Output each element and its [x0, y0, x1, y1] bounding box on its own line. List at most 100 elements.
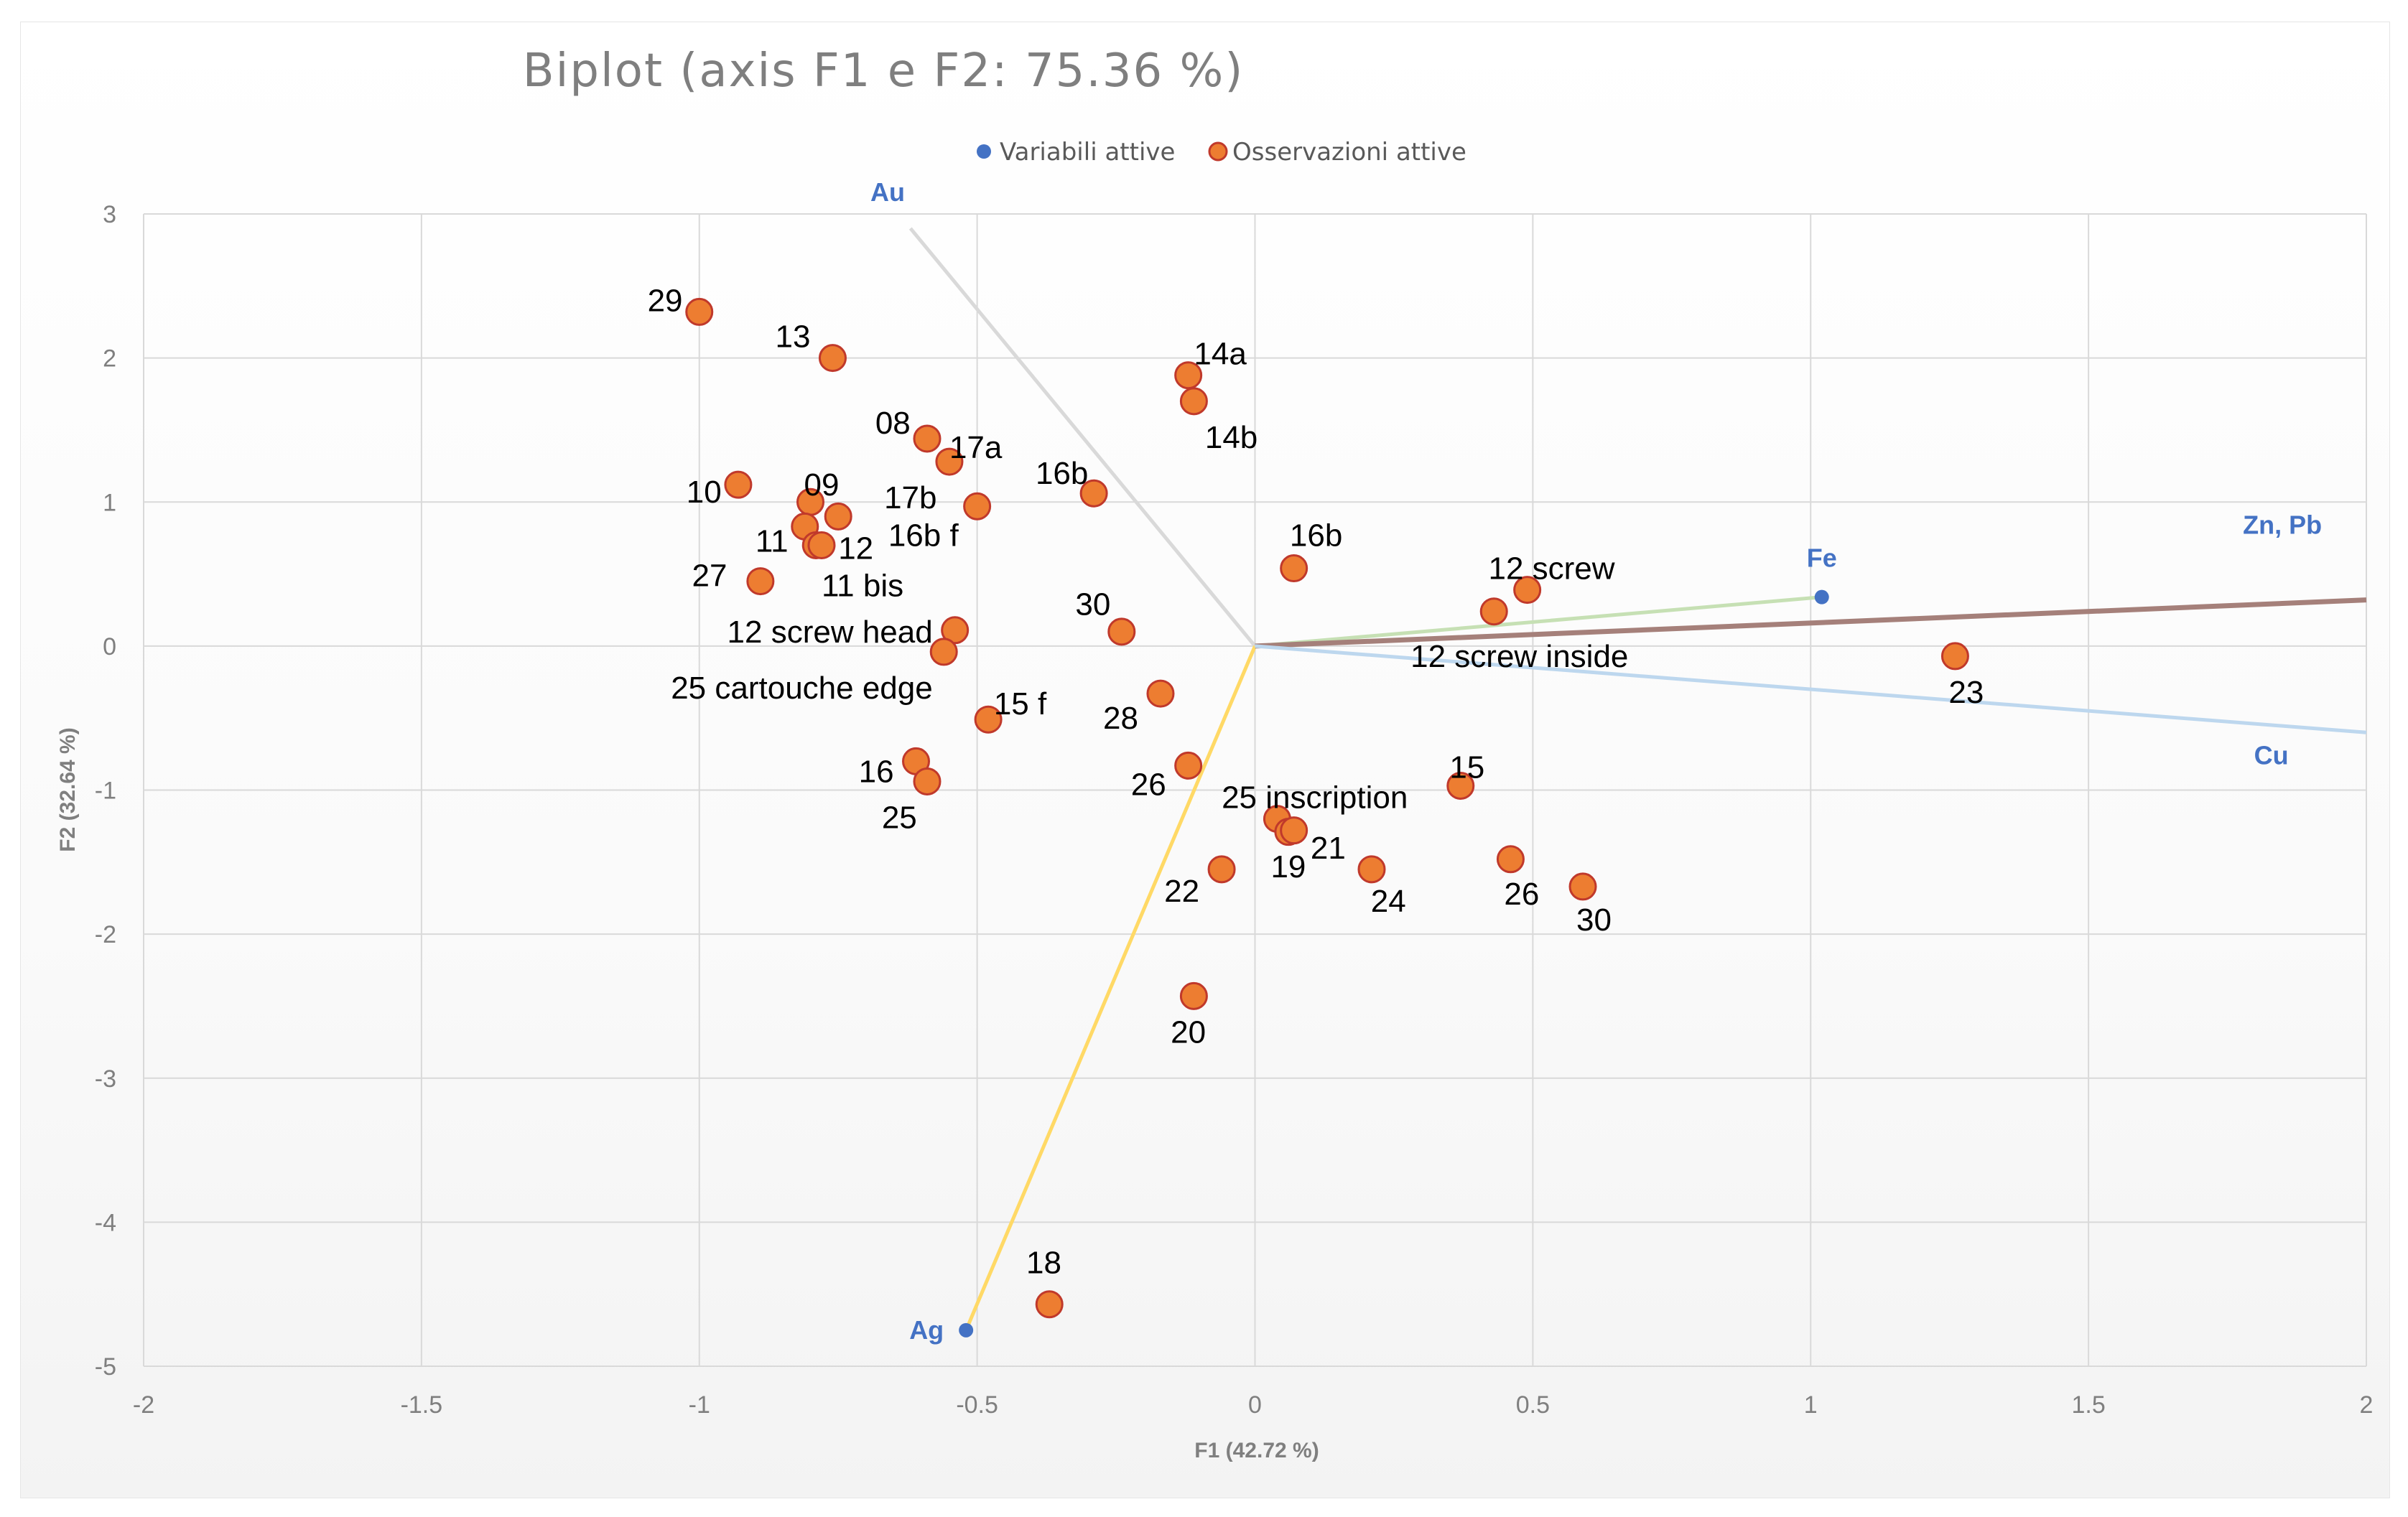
y-tick-label: 0 [103, 633, 116, 661]
observation-point [818, 344, 847, 373]
observation-label: 13 [776, 319, 811, 355]
observation-label: 15 f [994, 686, 1047, 722]
x-tick-label: 1.5 [2071, 1391, 2105, 1419]
observation-label: 12 screw head [727, 615, 933, 650]
x-tick-label: -2 [133, 1391, 154, 1419]
observation-point [974, 705, 1003, 734]
variable-label-fe: Fe [1807, 543, 1837, 572]
observation-point [724, 470, 753, 499]
observation-label: 15 [1449, 750, 1484, 785]
observation-point [1280, 554, 1308, 583]
observation-point [929, 638, 958, 666]
x-axis-title: F1 (42.72 %) [1194, 1439, 1319, 1462]
observation-point [807, 531, 836, 559]
observation-point [1513, 576, 1542, 605]
y-tick-label: -1 [95, 778, 116, 805]
variable-label-cu: Cu [2254, 740, 2289, 770]
observation-label: 14a [1194, 337, 1247, 372]
y-axis-title: F2 (32.64 %) [56, 727, 80, 851]
variable-point-ag [959, 1322, 974, 1338]
variable-label-au: Au [870, 177, 905, 207]
observation-label: 18 [1026, 1246, 1061, 1281]
gridlines [143, 213, 2367, 1367]
observation-point [913, 424, 942, 453]
observation-label: 22 [1164, 874, 1199, 909]
observation-label: 11 bis [822, 569, 903, 604]
observation-label: 09 [804, 467, 839, 503]
observation-point [1146, 679, 1175, 708]
observation-point [1174, 361, 1203, 390]
observation-label: 17a [949, 430, 1003, 465]
observation-point [746, 567, 775, 596]
y-tick-label: -3 [95, 1065, 116, 1093]
x-tick-label: 2 [2360, 1391, 2374, 1419]
observation-label: 26 [1131, 767, 1166, 802]
observation-point [1479, 597, 1508, 626]
observation-label: 12 [838, 531, 873, 566]
x-tick-label: 0.5 [1516, 1391, 1550, 1419]
observation-point [1107, 617, 1136, 646]
y-tick-label: -4 [95, 1209, 116, 1236]
observation-point [941, 616, 970, 645]
observation-label: 24 [1371, 884, 1406, 919]
y-tick-label: -2 [95, 921, 116, 948]
x-tick-label: 1 [1804, 1391, 1818, 1419]
x-tick-label: 0 [1248, 1391, 1262, 1419]
observation-point [1357, 855, 1386, 884]
observation-label: 30 [1576, 902, 1612, 938]
observation-label: 16b [1036, 456, 1088, 491]
x-axis-ticks: -2 -1.5 -1 -0.5 0 0.5 1 1.5 2 [133, 1391, 2374, 1419]
observation-points [685, 297, 1969, 1319]
x-tick-label: -1 [689, 1391, 710, 1419]
variable-label-zn-pb: Zn, Pb [2243, 510, 2322, 539]
observation-label: 12 screw [1488, 551, 1614, 587]
chart-title: Biplot (axis F1 e F2: 75.36 %) [523, 45, 1245, 98]
variable-vector-cu [1255, 644, 2367, 734]
legend-marker-variabili [977, 144, 991, 159]
observation-point [1496, 845, 1525, 874]
observation-label: 26 [1504, 877, 1539, 912]
y-tick-label: 1 [103, 489, 116, 516]
y-tick-label: 2 [103, 345, 116, 373]
observation-label: 16 [859, 754, 894, 789]
observation-label: 29 [648, 283, 683, 318]
variable-vector-fe [1255, 595, 1822, 648]
observation-label: 10 [687, 475, 722, 510]
variable-vectors [908, 227, 2367, 1338]
y-tick-label: 3 [103, 201, 116, 228]
observation-point [935, 447, 964, 476]
observation-point [685, 297, 714, 326]
observation-point [963, 492, 992, 521]
legend-marker-osservazioni [1208, 141, 1228, 162]
observation-label: 17b [884, 480, 936, 515]
variable-vector-zn-pb [1255, 597, 2367, 649]
y-axis-ticks: -5 -4 -3 -2 -1 0 1 2 3 [95, 201, 116, 1381]
observation-label: 08 [875, 406, 911, 441]
observation-label: 28 [1103, 701, 1138, 736]
observation-label: 25 [882, 800, 917, 836]
observation-point [1446, 771, 1475, 800]
observation-label: 21 [1311, 831, 1346, 866]
observation-point [1940, 642, 1969, 671]
observation-point [1174, 751, 1203, 780]
variable-label-ag: Ag [909, 1315, 944, 1345]
x-tick-label: -0.5 [956, 1391, 998, 1419]
observation-point [1207, 855, 1236, 884]
variable-vector-au [908, 227, 1257, 648]
observation-point [824, 502, 852, 531]
observation-label: 20 [1171, 1015, 1206, 1050]
x-tick-label: -1.5 [401, 1391, 443, 1419]
observation-label: 12 screw inside [1410, 639, 1628, 674]
observation-point [1179, 387, 1208, 416]
observation-label: 14b [1205, 420, 1258, 455]
observation-label: 19 [1270, 849, 1306, 884]
observation-label: 30 [1075, 587, 1110, 622]
observation-label: 16b [1290, 518, 1342, 553]
observation-point [1280, 816, 1308, 845]
observation-label: 11 [756, 523, 789, 559]
legend-label-variabili: Variabili attive [1000, 138, 1175, 167]
observation-label: 23 [1948, 675, 1984, 710]
variable-point-fe [1814, 589, 1829, 605]
